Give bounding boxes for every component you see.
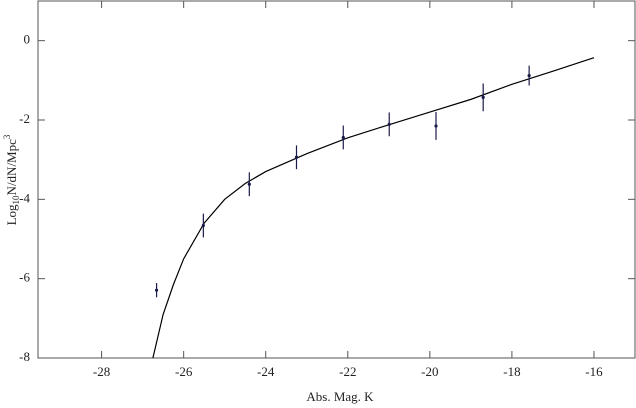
- data-point: [341, 135, 345, 140]
- x-tick-label: -26: [175, 364, 193, 379]
- plot-frame: [37, 0, 636, 359]
- y-tick-label: -6: [19, 270, 30, 285]
- data-point: [434, 124, 438, 128]
- x-tick-label: -28: [93, 364, 110, 379]
- data-point: [527, 73, 531, 78]
- data-point: [247, 182, 251, 186]
- y-tick-label: 0: [24, 32, 31, 47]
- y-label-sup: 3: [2, 134, 12, 139]
- y-label-part: N/dN/Mpc: [4, 139, 19, 196]
- data-point: [154, 288, 159, 292]
- x-tick-label: -20: [421, 364, 438, 379]
- data-point: [201, 223, 205, 228]
- x-tick-label: -16: [585, 364, 603, 379]
- data-point: [294, 155, 299, 159]
- y-tick-label: -8: [19, 349, 30, 364]
- y-tick-label: -2: [19, 111, 30, 126]
- x-tick-label: -22: [339, 364, 356, 379]
- fit-line: [152, 57, 595, 359]
- x-tick-label: -18: [503, 364, 520, 379]
- x-tick-label: -24: [257, 364, 275, 379]
- y-tick-label: -4: [19, 190, 30, 205]
- y-label-sub: 10: [11, 195, 21, 205]
- x-axis-label: Abs. Mag. K: [306, 389, 374, 404]
- y-axis-label: Log10N/dN/Mpc3: [2, 134, 21, 225]
- data-point: [481, 95, 485, 99]
- y-label-part: Log: [4, 204, 19, 225]
- data-point: [387, 122, 391, 126]
